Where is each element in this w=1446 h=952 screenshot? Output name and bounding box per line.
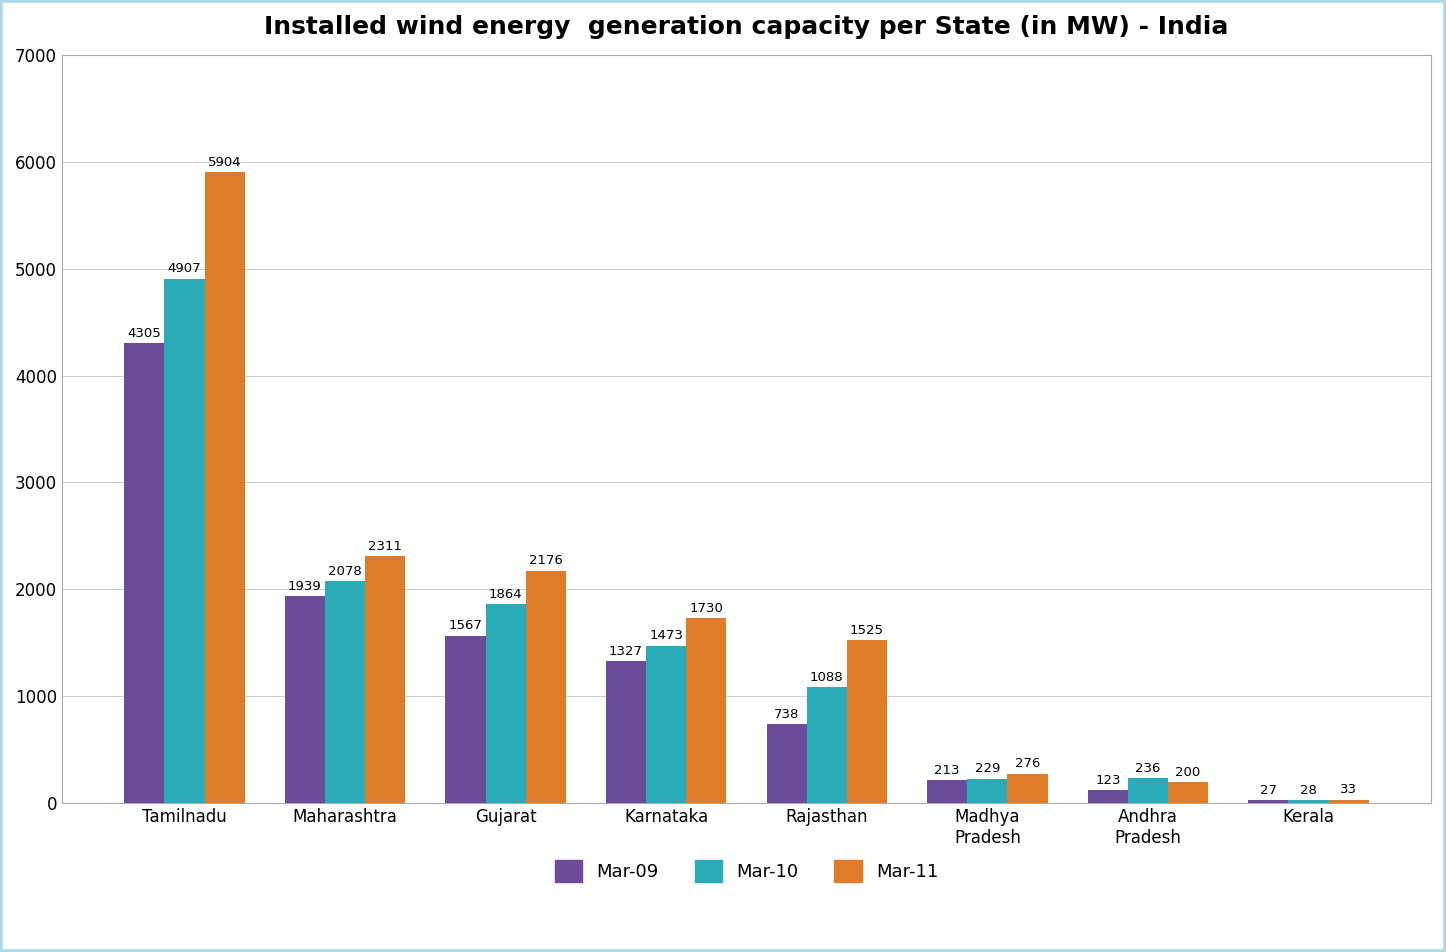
Text: 28: 28 (1300, 783, 1317, 797)
Text: 123: 123 (1095, 774, 1121, 786)
Text: 1088: 1088 (810, 670, 843, 684)
Bar (927, 781, 967, 803)
Text: 276: 276 (1015, 758, 1040, 770)
Text: 5904: 5904 (208, 156, 241, 169)
Bar (606, 662, 646, 803)
Text: 213: 213 (934, 764, 960, 777)
Bar (1168, 782, 1209, 803)
Text: 2176: 2176 (529, 554, 562, 567)
Bar (646, 645, 687, 803)
Text: 229: 229 (975, 763, 1001, 776)
Text: 4907: 4907 (168, 263, 201, 275)
Text: 1473: 1473 (649, 629, 683, 643)
Bar (1008, 774, 1047, 803)
Text: 1525: 1525 (850, 624, 884, 637)
Bar (526, 570, 565, 803)
Text: 1567: 1567 (448, 620, 483, 632)
Bar (165, 279, 204, 803)
Bar (285, 596, 325, 803)
Bar (364, 556, 405, 803)
Bar (1128, 778, 1168, 803)
Bar (124, 343, 165, 803)
Bar (1288, 800, 1329, 803)
Bar (967, 779, 1008, 803)
Bar (445, 636, 486, 803)
Text: 236: 236 (1135, 762, 1161, 775)
Text: 33: 33 (1340, 783, 1358, 797)
Text: 1864: 1864 (489, 587, 522, 601)
Bar (204, 172, 244, 803)
Text: 738: 738 (774, 708, 800, 721)
Bar (486, 604, 526, 803)
Text: 27: 27 (1259, 784, 1277, 797)
Bar (325, 581, 364, 803)
Bar (1329, 800, 1369, 803)
Text: 4305: 4305 (127, 327, 161, 340)
Bar (1087, 790, 1128, 803)
Title: Installed wind energy  generation capacity per State (in MW) - India: Installed wind energy generation capacit… (265, 15, 1229, 39)
Bar (847, 640, 886, 803)
Text: 1730: 1730 (690, 602, 723, 615)
Text: 1939: 1939 (288, 580, 322, 593)
Legend: Mar-09, Mar-10, Mar-11: Mar-09, Mar-10, Mar-11 (545, 851, 947, 891)
Bar (687, 618, 726, 803)
Text: 1327: 1327 (609, 645, 643, 658)
Bar (1248, 801, 1288, 803)
Text: 2078: 2078 (328, 565, 362, 578)
Bar (807, 686, 847, 803)
Text: 200: 200 (1176, 765, 1200, 779)
Bar (766, 724, 807, 803)
Text: 2311: 2311 (369, 540, 402, 553)
